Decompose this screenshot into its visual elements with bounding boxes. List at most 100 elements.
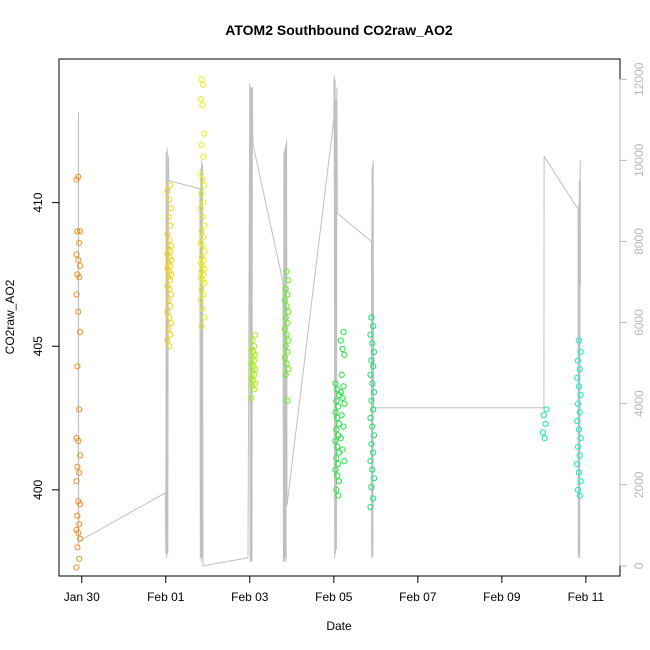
data-point: [337, 389, 344, 396]
data-point: [77, 452, 84, 459]
data-point: [368, 314, 375, 321]
data-point: [167, 182, 174, 189]
data-point: [282, 285, 289, 292]
data-point: [339, 446, 346, 453]
x-tick-label: Feb 05: [315, 590, 353, 604]
data-point: [283, 268, 290, 275]
data-point: [201, 314, 208, 321]
y-right-tick-label: 0: [632, 562, 646, 569]
data-point: [198, 228, 205, 235]
data-point: [74, 544, 81, 551]
data-point: [370, 406, 377, 413]
data-point: [201, 130, 208, 137]
data-point: [338, 371, 345, 378]
data-point: [197, 297, 204, 304]
data-point: [164, 231, 171, 238]
data-point: [284, 397, 291, 404]
data-point: [282, 371, 289, 378]
x-tick-label: Feb 03: [231, 590, 269, 604]
data-point: [370, 495, 377, 502]
data-point: [198, 323, 205, 330]
data-point: [164, 188, 171, 195]
data-point: [340, 423, 347, 430]
data-point: [285, 337, 292, 344]
data-point: [167, 277, 174, 284]
data-point: [574, 443, 582, 450]
data-point: [335, 460, 342, 468]
data-point: [574, 400, 582, 407]
data-point: [333, 486, 340, 493]
data-point: [201, 182, 208, 189]
data-point: [339, 346, 346, 353]
data-point: [74, 228, 81, 235]
data-point: [371, 348, 378, 356]
data-point: [76, 521, 83, 528]
data-point: [337, 435, 344, 442]
data-point: [73, 251, 80, 258]
data-point: [540, 412, 547, 419]
data-point: [369, 380, 376, 387]
data-point: [370, 363, 377, 370]
x-tick-label: Feb 09: [483, 590, 521, 604]
data-point: [281, 325, 288, 333]
data-point: [281, 354, 288, 361]
data-point: [283, 331, 290, 338]
data-point: [368, 357, 375, 364]
data-point: [285, 277, 292, 284]
data-point: [574, 486, 582, 493]
y-right-tick-label: 10000: [632, 143, 646, 177]
data-point: [199, 176, 206, 183]
data-point: [77, 328, 84, 335]
data-point: [201, 222, 208, 229]
data-point: [368, 483, 375, 491]
y-axis-left: 400 405 410: [31, 192, 60, 500]
data-point: [200, 81, 207, 88]
data-point: [339, 394, 346, 401]
data-point: [541, 435, 548, 442]
data-point: [166, 196, 173, 203]
data-point: [248, 394, 255, 401]
data-point: [335, 403, 342, 410]
data-point: [165, 325, 172, 333]
data-point: [200, 234, 207, 241]
data-point: [575, 469, 583, 476]
data-point: [251, 386, 258, 393]
data-point: [75, 529, 82, 537]
data-point: [199, 101, 206, 109]
data-point: [76, 239, 83, 246]
y-right-tick-label: 12000: [632, 62, 646, 96]
data-point: [576, 366, 583, 373]
data-point: [75, 308, 82, 315]
x-axis-label: Date: [326, 619, 352, 633]
y-tick-label: 410: [31, 192, 45, 212]
data-point: [576, 452, 583, 459]
data-point: [333, 455, 340, 462]
series-line: [77, 75, 582, 567]
data-point: [332, 466, 339, 473]
data-point: [332, 409, 339, 416]
data-point: [73, 564, 80, 571]
plot-frame: [58, 58, 621, 577]
data-point: [332, 380, 339, 387]
data-point: [334, 472, 341, 479]
data-point: [165, 297, 172, 304]
data-point: [77, 262, 84, 269]
data-point: [575, 337, 583, 344]
data-point: [368, 440, 375, 447]
data-point: [166, 343, 173, 350]
data-point: [74, 463, 81, 470]
data-point: [542, 420, 549, 427]
data-point: [574, 374, 581, 381]
data-point: [332, 437, 339, 445]
data-point: [369, 466, 376, 473]
data-point: [73, 478, 80, 485]
data-point: [77, 228, 84, 235]
data-point: [198, 285, 205, 292]
data-point: [199, 213, 206, 221]
data-point: [73, 291, 80, 298]
data-point: [543, 406, 550, 413]
data-point: [168, 291, 175, 298]
data-point: [576, 492, 583, 499]
data-point: [370, 449, 377, 456]
data-point: [334, 443, 341, 450]
